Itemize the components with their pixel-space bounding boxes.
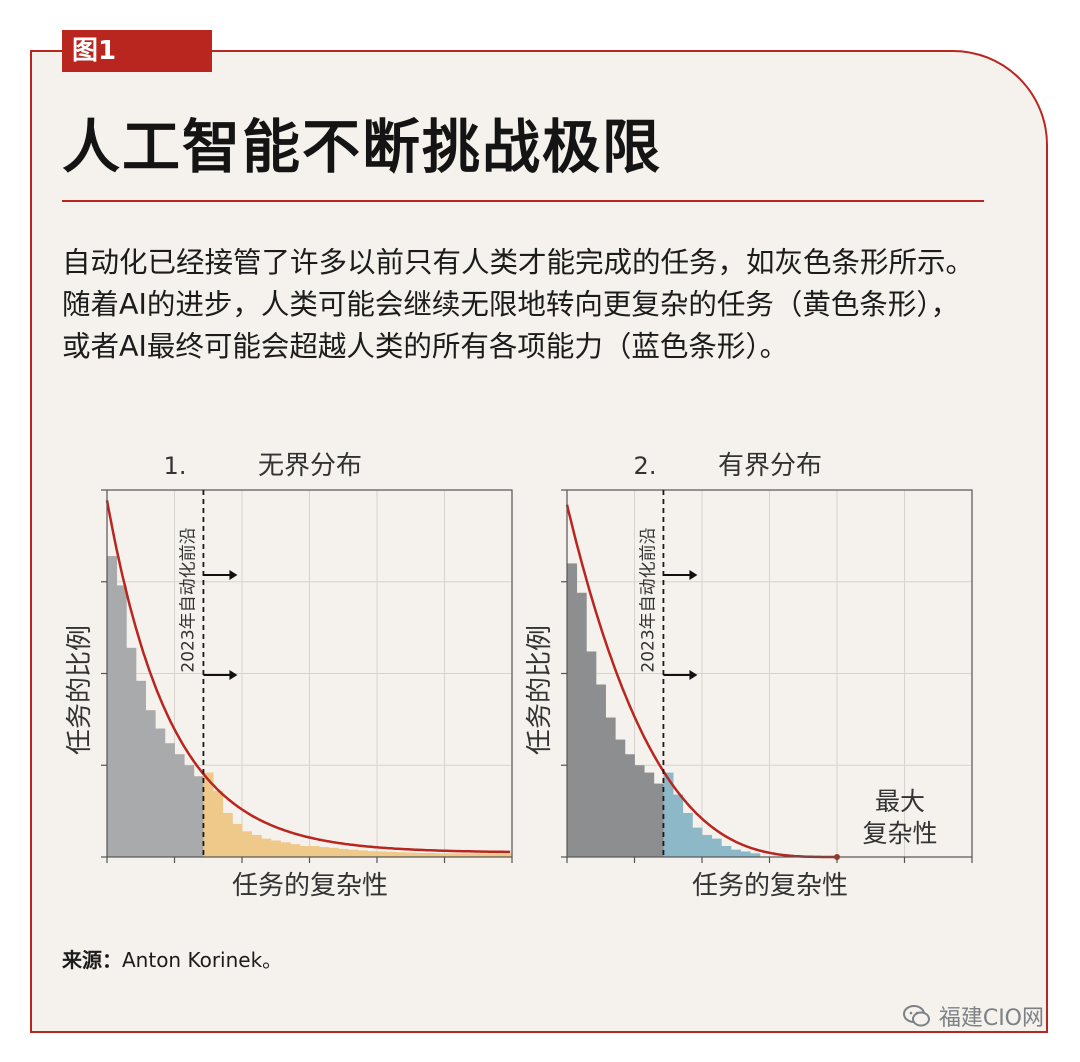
bar-blue (692, 827, 703, 857)
bar-blue (730, 849, 741, 857)
bar-yellow (405, 852, 416, 857)
bar-yellow (203, 772, 214, 857)
bar-gray (605, 717, 616, 857)
bar-yellow (222, 812, 233, 857)
bar-yellow (261, 838, 272, 857)
description-text: 自动化已经接管了许多以前只有人类才能完成的任务，如灰色条形所示。随着AI的进步，… (62, 246, 975, 363)
bar-yellow (492, 853, 503, 857)
bar-gray (155, 728, 166, 857)
bar-blue (673, 794, 684, 857)
panel-title: 有界分布 (718, 451, 822, 481)
y-axis-label: 任务的比例 (65, 625, 95, 755)
bar-yellow (444, 853, 455, 857)
bar-yellow (377, 851, 388, 857)
bar-yellow (454, 853, 465, 857)
bar-blue (682, 812, 693, 857)
max-complexity-label: 复杂性 (862, 819, 937, 848)
bar-yellow (251, 834, 262, 857)
bar-yellow (338, 848, 349, 857)
frontier-label: 2023年自动化前沿 (638, 527, 658, 672)
bar-yellow (425, 852, 436, 857)
decay-curve (105, 500, 511, 854)
bar-yellow (270, 840, 281, 857)
bar-gray (653, 783, 664, 857)
source-label: 来源： (62, 948, 122, 972)
bar-gray (595, 684, 606, 857)
y-axis-label: 任务的比例 (525, 625, 555, 755)
bar-blue (663, 772, 674, 857)
bar-yellow (290, 844, 301, 857)
arrowhead-icon (229, 570, 238, 580)
bar-gray (644, 772, 655, 857)
bar-blue (702, 834, 713, 857)
bar-blue (740, 851, 751, 857)
bar-yellow (483, 853, 494, 857)
panel-number: 1. (164, 452, 187, 480)
bar-yellow (328, 847, 339, 857)
title-divider (62, 200, 984, 202)
arrowhead-icon (689, 670, 698, 680)
panel-title: 无界分布 (258, 451, 362, 481)
arrowhead-icon (229, 670, 238, 680)
bar-yellow (434, 853, 445, 857)
source-note: 来源：Anton Korinek。 (62, 944, 282, 973)
bar-yellow (309, 845, 320, 857)
bar-yellow (280, 842, 291, 857)
bar-yellow (367, 851, 378, 857)
bar-yellow (415, 852, 426, 857)
source-text: Anton Korinek。 (122, 948, 283, 972)
bar-gray (624, 754, 635, 857)
decay-curve (565, 504, 837, 859)
bar-yellow (242, 831, 253, 857)
bar-gray (107, 556, 118, 857)
bar-gray (193, 776, 204, 857)
x-axis-label: 任务的复杂性 (692, 871, 848, 901)
bar-yellow (396, 852, 407, 857)
page-title: 人工智能不断挑战极限 (62, 113, 663, 181)
bar-blue (711, 838, 722, 857)
frontier-label: 2023年自动化前沿 (178, 527, 198, 672)
bar-yellow (348, 849, 359, 857)
panel-number: 2. (634, 452, 657, 480)
bar-gray (567, 563, 578, 857)
max-complexity-label: 最大 (875, 787, 925, 816)
arrowhead-icon (689, 570, 698, 580)
watermark-text: 福建CIO网 (938, 1006, 1044, 1031)
bar-yellow (232, 823, 243, 857)
bar-yellow (386, 851, 397, 857)
bar-gray (116, 585, 127, 857)
bar-gray (634, 765, 645, 857)
bar-yellow (502, 853, 513, 857)
bar-gray (615, 739, 626, 857)
bar-gray (164, 743, 175, 857)
figure-tag: 图1 (62, 30, 212, 72)
bar-gray (174, 754, 185, 857)
bar-yellow (299, 845, 310, 857)
bar-gray (184, 765, 195, 857)
bar-gray (586, 651, 597, 857)
x-axis-label: 任务的复杂性 (232, 871, 388, 901)
bar-gray (576, 592, 587, 857)
bar-gray (126, 647, 137, 857)
bar-blue (721, 845, 732, 857)
bar-gray (135, 680, 146, 857)
bar-yellow (463, 853, 474, 857)
bar-yellow (357, 850, 368, 857)
bar-gray (145, 710, 156, 857)
bar-yellow (473, 853, 484, 857)
bar-yellow (213, 790, 224, 857)
watermark: 福建CIO网 (902, 1000, 1044, 1032)
wechat-icon (902, 1005, 930, 1027)
bar-blue (750, 853, 761, 857)
bar-yellow (319, 847, 330, 857)
